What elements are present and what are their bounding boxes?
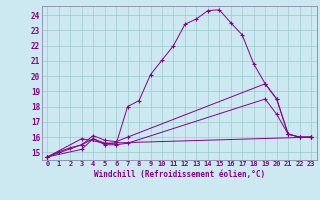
X-axis label: Windchill (Refroidissement éolien,°C): Windchill (Refroidissement éolien,°C) xyxy=(94,170,265,179)
